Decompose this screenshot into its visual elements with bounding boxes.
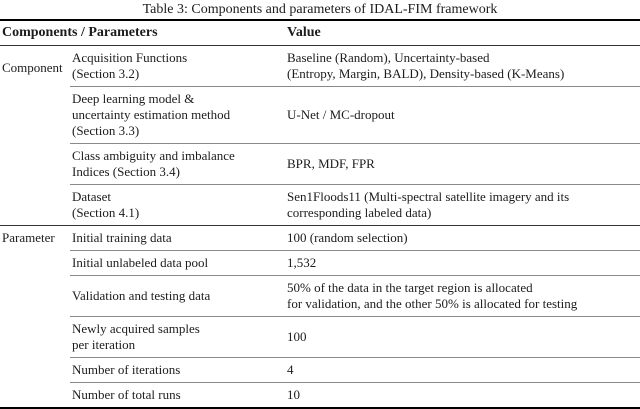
table-row: Parameter Initial training data 100 (ran… <box>0 225 640 251</box>
table-header: Components / Parameters Value <box>0 20 640 46</box>
table-row: Class ambiguity and imbalance Indices (S… <box>0 143 640 185</box>
table-row: Number of iterations 4 <box>0 357 640 383</box>
components-parameters-table: Components / Parameters Value Component … <box>0 19 640 409</box>
value-cell: 100 (random selection) <box>285 225 640 251</box>
header-components-parameters: Components / Parameters <box>0 20 285 46</box>
table-row: Dataset (Section 4.1) Sen1Floods11 (Mult… <box>0 185 640 226</box>
param-cell: Dataset (Section 4.1) <box>72 189 140 220</box>
component-group: Component Acquisition Functions (Section… <box>0 45 640 226</box>
param-cell: Class ambiguity and imbalance Indices (S… <box>70 143 285 185</box>
param-cell: Validation and testing data <box>70 275 285 317</box>
param-cell: Newly acquired samples per iteration <box>70 316 285 358</box>
value-cell: 50% of the data in the target region is … <box>285 275 640 317</box>
header-value: Value <box>285 20 640 46</box>
value-cell: 100 <box>285 316 640 358</box>
table-caption: Table 3: Components and parameters of ID… <box>142 2 498 17</box>
header-row: Components / Parameters Value <box>0 20 640 46</box>
param-cell: Initial training data <box>70 225 285 251</box>
param-cell: Acquisition Functions (Section 3.2) <box>70 45 285 87</box>
value-cell: U-Net / MC-dropout <box>285 86 640 144</box>
table-row: Component Acquisition Functions (Section… <box>0 45 640 87</box>
table-row: Initial unlabeled data pool 1,532 <box>0 250 640 276</box>
table-row: Deep learning model & uncertainty estima… <box>0 86 640 144</box>
param-cell: Initial unlabeled data pool <box>70 250 285 276</box>
table-row: Number of total runs 10 <box>0 383 640 409</box>
param-cell: Number of total runs <box>72 387 181 402</box>
param-cell: Number of iterations <box>70 357 285 383</box>
value-cell: 1,532 <box>285 250 640 276</box>
value-cell: Sen1Floods11 (Multi-spectral satellite i… <box>287 189 570 220</box>
value-cell: BPR, MDF, FPR <box>285 143 640 185</box>
table-row: Validation and testing data 50% of the d… <box>0 275 640 317</box>
value-cell: 4 <box>285 357 640 383</box>
param-cell: Deep learning model & uncertainty estima… <box>70 86 285 144</box>
value-cell: 10 <box>287 387 300 402</box>
group-label-parameter: Parameter <box>2 230 55 245</box>
parameter-group: Parameter Initial training data 100 (ran… <box>0 225 640 409</box>
group-label-component: Component <box>2 60 63 75</box>
table-row: Newly acquired samples per iteration 100 <box>0 316 640 358</box>
value-cell: Baseline (Random), Uncertainty-based (En… <box>285 45 640 87</box>
